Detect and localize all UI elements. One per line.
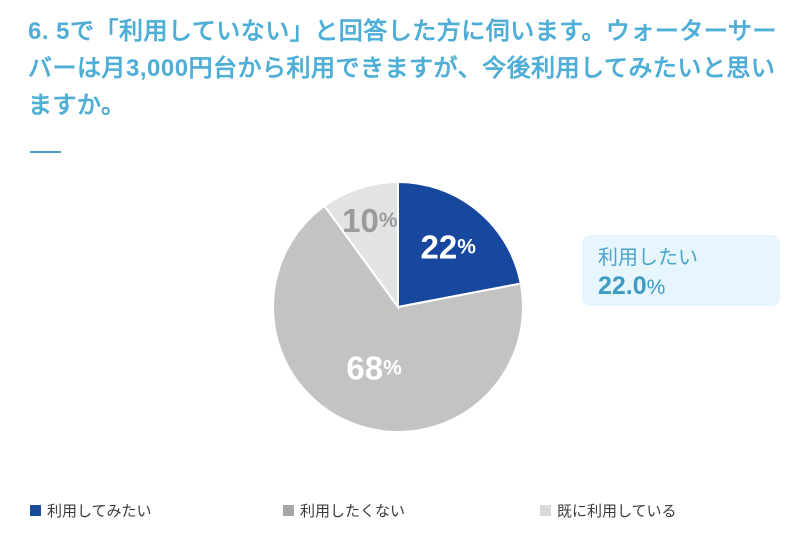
callout-value: 22.0 [598,272,647,300]
result-callout: 利用したい 22.0% [582,235,780,306]
legend-item-tsukattemitai: 利用してみたい [30,500,152,521]
callout-figure: 22.0% [598,271,764,305]
pie-chart-container: 22% 68% 10% [270,179,526,435]
legend-item-shitakunai: 利用したくない [283,500,405,521]
pie-slice-2 [323,180,399,311]
pie-slice-value-label: 22% [420,228,476,265]
legend-label: 利用したくない [300,503,406,520]
legend-swatch-lightgray-icon [540,505,551,516]
question-title: 6. 5で「利用していない」と回答した方に伺います。ウォーターサーバーは月3,0… [28,18,777,119]
legend-item-sudeni-riyou: 既に利用している [540,500,677,521]
chart-legend: 利用してみたい 利用したくない 既に利用している [0,500,809,524]
callout-label: 利用したい [598,247,698,269]
pie-slice-0 [397,180,522,309]
pie-slice-value-label: 68% [346,349,402,386]
legend-label: 既に利用している [557,503,677,520]
legend-swatch-blue-icon [30,505,41,516]
pie-chart: 22% 68% 10% [272,180,524,433]
title-underline [30,151,61,153]
legend-swatch-gray-icon [283,505,294,516]
legend-label: 利用してみたい [47,503,152,520]
pie-slice-value-label: 10% [342,202,398,239]
pie-slice-1 [272,204,524,433]
callout-unit: % [646,276,666,299]
